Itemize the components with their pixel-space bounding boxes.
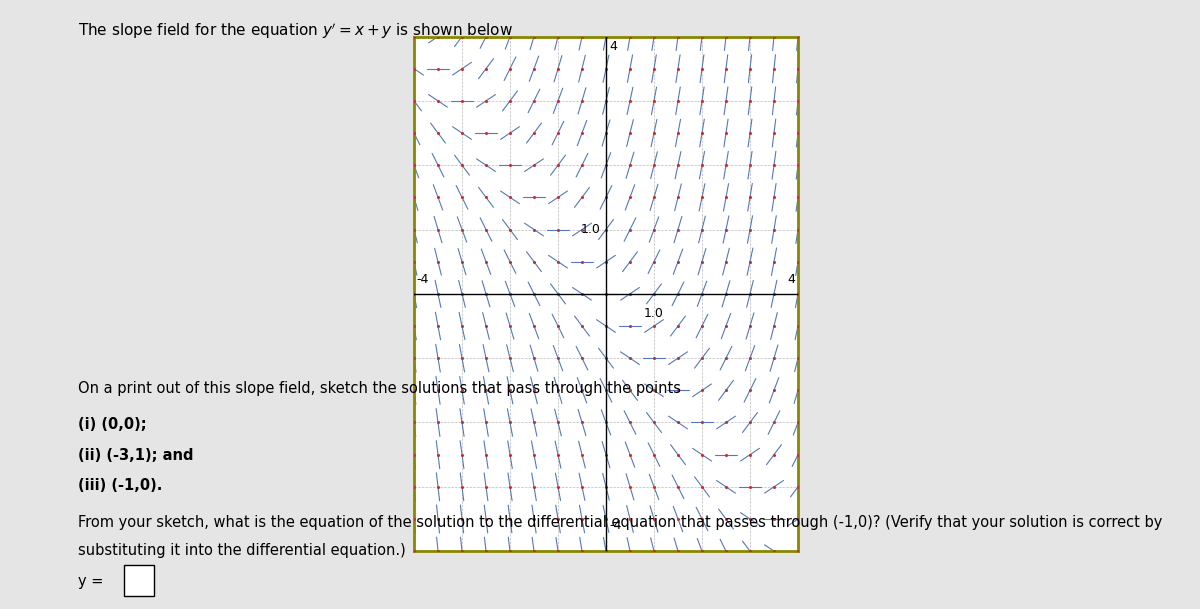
Text: (iii) (-1,0).: (iii) (-1,0). xyxy=(78,478,162,493)
Text: 4: 4 xyxy=(610,40,618,53)
Text: On a print out of this slope field, sketch the solutions that pass through the p: On a print out of this slope field, sket… xyxy=(78,381,682,396)
Text: (i) (0,0);: (i) (0,0); xyxy=(78,417,146,432)
Text: substituting it into the differential equation.): substituting it into the differential eq… xyxy=(78,543,406,558)
Text: 4: 4 xyxy=(787,273,796,286)
Text: -4: -4 xyxy=(416,273,428,286)
Text: The slope field for the equation $y' = x + y$ is shown below: The slope field for the equation $y' = x… xyxy=(78,21,514,41)
Text: 1.0: 1.0 xyxy=(644,307,664,320)
Text: (ii) (-3,1); and: (ii) (-3,1); and xyxy=(78,448,193,463)
Text: 1.0: 1.0 xyxy=(581,223,600,236)
Text: From your sketch, what is the equation of the solution to the differential equat: From your sketch, what is the equation o… xyxy=(78,515,1163,530)
Text: -4: -4 xyxy=(610,519,623,532)
Text: y =: y = xyxy=(78,574,103,589)
